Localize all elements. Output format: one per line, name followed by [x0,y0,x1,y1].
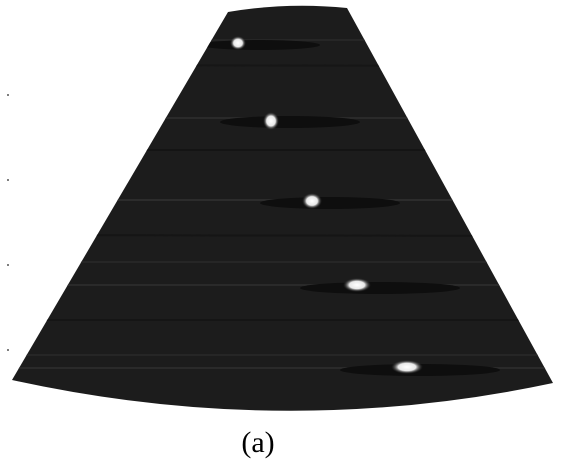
figure-caption: (a) [241,426,274,459]
sector-image [12,6,553,411]
page: {"caption": "(a)"} [0,0,563,466]
ultrasound-figure: (a) [0,0,563,466]
depth-markers [7,94,9,351]
